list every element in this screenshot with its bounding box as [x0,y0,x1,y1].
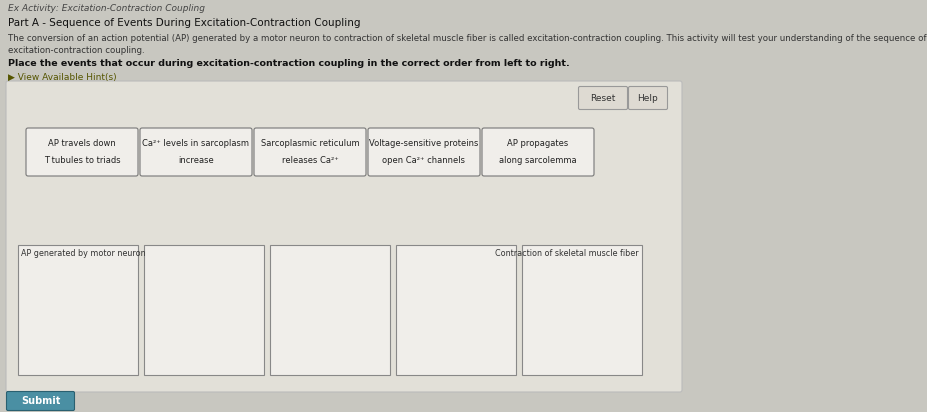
Text: Ca²⁺ levels in sarcoplasm: Ca²⁺ levels in sarcoplasm [143,140,249,148]
Text: Ex Activity: Excitation-Contraction Coupling: Ex Activity: Excitation-Contraction Coup… [8,4,205,13]
Text: Submit: Submit [20,396,60,406]
Text: Contraction of skeletal muscle fiber: Contraction of skeletal muscle fiber [495,249,639,258]
Text: Reset: Reset [590,94,616,103]
FancyBboxPatch shape [629,87,667,110]
Bar [18,245,138,375]
FancyBboxPatch shape [578,87,628,110]
Bar [270,245,390,375]
Text: excitation-contraction coupling.: excitation-contraction coupling. [8,46,145,55]
Text: T tubules to triads: T tubules to triads [44,155,121,164]
FancyBboxPatch shape [482,128,594,176]
FancyBboxPatch shape [26,128,138,176]
FancyBboxPatch shape [254,128,366,176]
Text: increase: increase [178,155,214,164]
Text: Place the events that occur during excitation-contraction coupling in the correc: Place the events that occur during excit… [8,59,570,68]
Text: ▶ View Available Hint(s): ▶ View Available Hint(s) [8,73,117,82]
Bar [522,245,642,375]
Text: Voltage-sensitive proteins: Voltage-sensitive proteins [369,140,478,148]
Text: Sarcoplasmic reticulum: Sarcoplasmic reticulum [260,140,360,148]
Text: releases Ca²⁺: releases Ca²⁺ [282,155,338,164]
Text: open Ca²⁺ channels: open Ca²⁺ channels [383,155,465,164]
FancyBboxPatch shape [6,81,682,392]
FancyBboxPatch shape [368,128,480,176]
Text: The conversion of an action potential (AP) generated by a motor neuron to contra: The conversion of an action potential (A… [8,34,927,43]
Bar [144,245,264,375]
FancyBboxPatch shape [6,391,74,410]
Text: AP generated by motor neuron: AP generated by motor neuron [21,249,146,258]
Bar [396,245,516,375]
FancyBboxPatch shape [140,128,252,176]
Text: Help: Help [638,94,658,103]
Text: AP propagates: AP propagates [507,140,568,148]
Text: Part A - Sequence of Events During Excitation-Contraction Coupling: Part A - Sequence of Events During Excit… [8,18,361,28]
Text: along sarcolemma: along sarcolemma [499,155,577,164]
Text: AP travels down: AP travels down [48,140,116,148]
